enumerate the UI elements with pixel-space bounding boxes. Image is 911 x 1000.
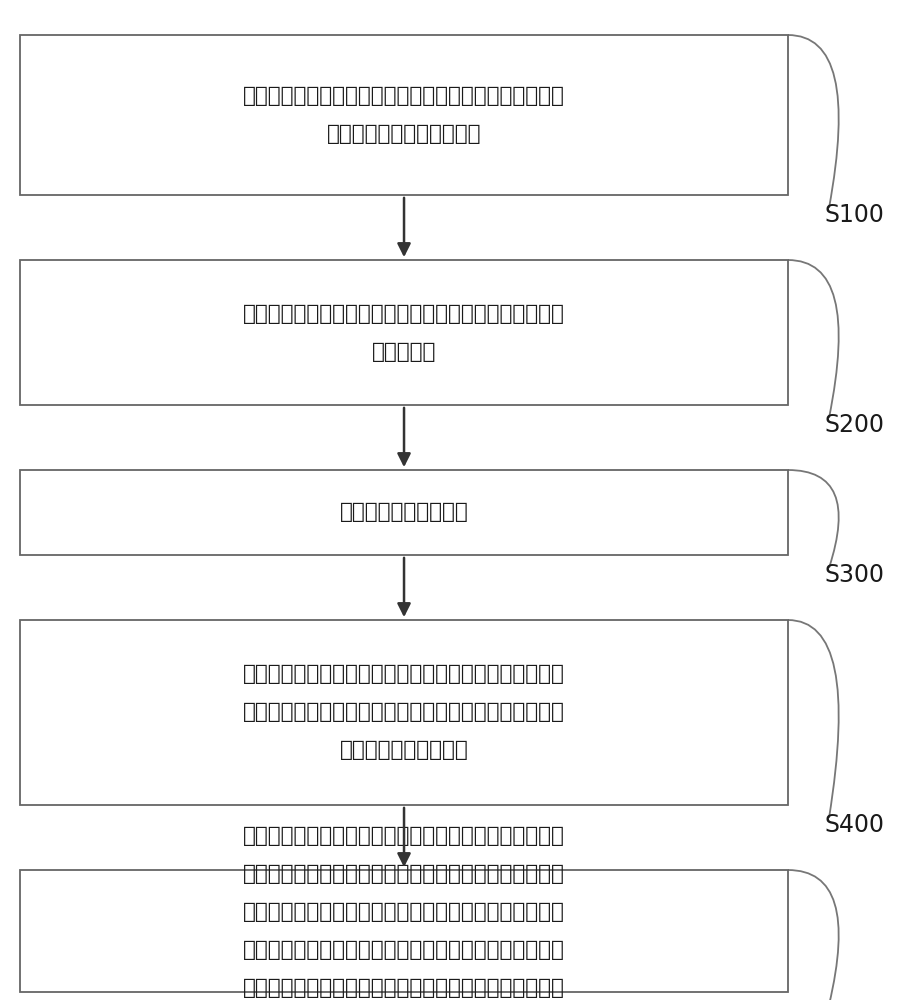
Text: 获取初始纵梁截面尺寸: 获取初始纵梁截面尺寸 xyxy=(340,502,468,522)
Text: 轴距参数得到单根车轴载荷: 轴距参数得到单根车轴载荷 xyxy=(327,124,481,144)
Text: 基于初始纵梁截面尺寸和悬挂气囊作用力计算公式，得出: 基于初始纵梁截面尺寸和悬挂气囊作用力计算公式，得出 xyxy=(243,665,565,685)
Bar xyxy=(20,260,788,405)
Text: 基于单根车轴载荷，得出不同类型工况下的悬挂气囊作用: 基于单根车轴载荷，得出不同类型工况下的悬挂气囊作用 xyxy=(243,304,565,324)
Bar xyxy=(20,35,788,195)
Text: 第二截面最大应力参数: 第二截面最大应力参数 xyxy=(340,740,468,761)
Text: 设阈值的情况下，确定初始纵梁截面尺寸为最终车架纵梁: 设阈值的情况下，确定初始纵梁截面尺寸为最终车架纵梁 xyxy=(243,902,565,922)
Bar xyxy=(20,470,788,555)
Text: S300: S300 xyxy=(824,563,885,587)
Text: S200: S200 xyxy=(824,413,885,437)
Text: 截面尺寸；其中，第一差值用于表征第一截面最大应力参: 截面尺寸；其中，第一差值用于表征第一截面最大应力参 xyxy=(243,940,565,960)
Text: 力计算公式: 力计算公式 xyxy=(372,342,436,361)
Text: 数与材料许用应力参数的差值，第二差值用于表征第二截: 数与材料许用应力参数的差值，第二差值用于表征第二截 xyxy=(243,978,565,998)
Text: 在第一截面最大应力参数和第二截面最大应力参数均小于: 在第一截面最大应力参数和第二截面最大应力参数均小于 xyxy=(243,826,565,846)
Bar xyxy=(20,620,788,805)
Text: S400: S400 xyxy=(824,813,885,837)
Bar xyxy=(20,870,788,992)
Text: 气囊安装点的第一截面最大应力参数和悬挂支架安装点的: 气囊安装点的第一截面最大应力参数和悬挂支架安装点的 xyxy=(243,702,565,722)
Text: 材料许用应力参数，并且第一差值和第二差值均不大于预: 材料许用应力参数，并且第一差值和第二差值均不大于预 xyxy=(243,864,565,884)
Text: S100: S100 xyxy=(824,203,885,227)
Text: 获取半挂车的车轴参数和轴距参数，以及基于车轴参数和: 获取半挂车的车轴参数和轴距参数，以及基于车轴参数和 xyxy=(243,86,565,106)
